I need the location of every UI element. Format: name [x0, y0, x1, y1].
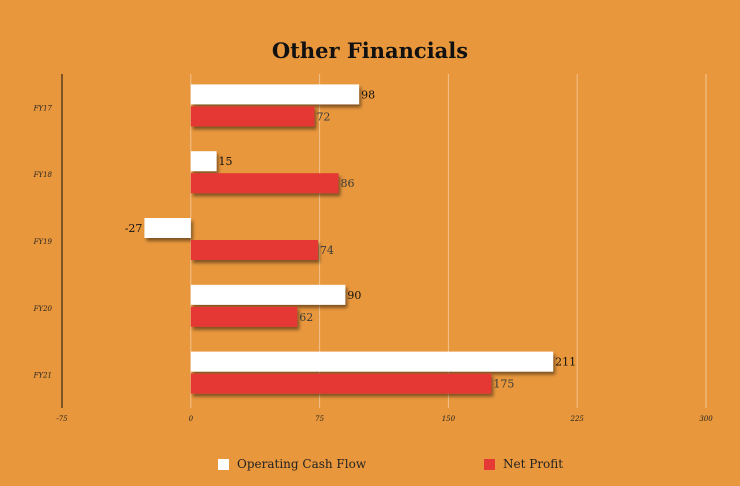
x-tick-label: 300: [699, 415, 713, 423]
data-label: 86: [340, 177, 354, 190]
y-category-label: FY19: [33, 238, 53, 246]
bar: [190, 351, 554, 372]
y-category-label: FY21: [33, 372, 52, 380]
data-label: 90: [347, 289, 361, 302]
legend-label-np: Net Profit: [503, 457, 564, 471]
bar: [190, 106, 315, 127]
y-category-label: FY17: [33, 104, 53, 112]
data-label: 62: [299, 311, 313, 324]
x-tick-label: 75: [315, 415, 324, 423]
legend-item-ocf: Operating Cash Flow: [218, 457, 366, 471]
legend-item-np: Net Profit: [484, 457, 563, 471]
chart-title: Other Financials: [271, 38, 469, 63]
legend-label-ocf: Operating Cash Flow: [237, 457, 367, 471]
data-label: 211: [555, 356, 576, 369]
data-label: 175: [493, 378, 514, 391]
y-category-label: FY20: [33, 305, 53, 313]
x-tick-label: 150: [442, 415, 456, 423]
bar: [190, 240, 318, 260]
data-label: 98: [361, 88, 375, 101]
data-label: 15: [219, 155, 233, 168]
bar: [190, 284, 346, 305]
x-tick-label: 225: [570, 415, 585, 423]
x-tick-label: -75: [56, 415, 68, 423]
legend-swatch-ocf: [218, 458, 229, 470]
y-category-label: FY18: [33, 171, 53, 179]
data-label: 74: [320, 244, 334, 257]
data-label: -27: [125, 222, 143, 235]
bar: [190, 173, 339, 194]
x-tick-label: 0: [189, 415, 194, 423]
bar: [144, 218, 191, 238]
legend-swatch-np: [484, 458, 495, 470]
data-label: 72: [316, 110, 330, 123]
bar: [190, 84, 360, 105]
bar: [190, 306, 298, 327]
bar: [190, 151, 217, 172]
bar: [190, 373, 492, 394]
